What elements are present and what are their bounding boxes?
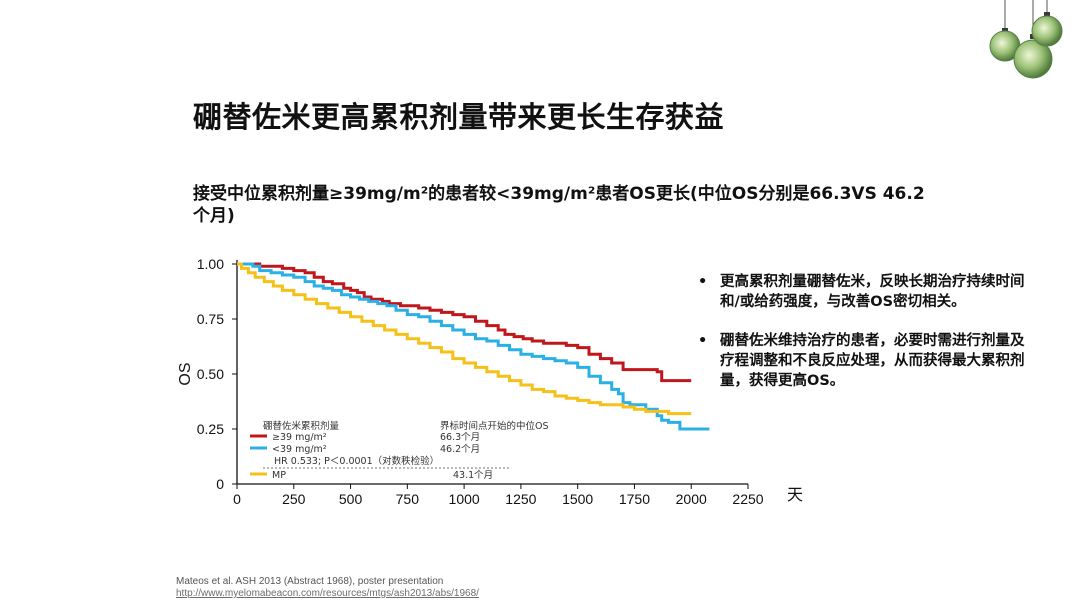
x-tick-label: 2000: [676, 491, 707, 507]
x-tick-label: 1750: [619, 491, 650, 507]
x-tick-label: 1000: [449, 491, 480, 507]
legend-label-3: MP: [272, 470, 286, 481]
y-axis-label: OS: [177, 362, 194, 385]
bullet-text-1: 更高累积剂量硼替佐米，反映长期治疗持续时间和/或给药强度，与改善OS密切相关。: [720, 274, 1025, 310]
bullet-text-2: 硼替佐米维持治疗的患者，必要时需进行剂量及疗程调整和不良反应处理，从而获得最大累…: [720, 333, 1025, 389]
series-line-1: [237, 262, 692, 383]
bullet-list: • 更高累积剂量硼替佐米，反映长期治疗持续时间和/或给药强度，与改善OS密切相关…: [698, 272, 1038, 410]
series-line-3: [237, 262, 692, 416]
legend-hr-text: HR 0.533; P＜0.0001（对数秩检验）: [274, 455, 439, 467]
bullet-dot: •: [698, 274, 708, 290]
series-line-2: [237, 262, 710, 431]
y-tick-label: 0.50: [197, 366, 224, 382]
legend-median-1: 66.3个月: [440, 432, 480, 443]
y-tick-label: 0: [216, 476, 224, 492]
legend-header-right: 界标时间点开始的中位OS: [440, 420, 549, 432]
legend-median-2: 46.2个月: [440, 444, 480, 455]
bullet-item: • 硼替佐米维持治疗的患者，必要时需进行剂量及疗程调整和不良反应处理，从而获得最…: [698, 331, 1038, 391]
legend-header-left: 硼替佐米累积剂量: [263, 420, 340, 432]
legend-label-2: <39 mg/m²: [272, 444, 327, 455]
x-tick-label: 1250: [505, 491, 536, 507]
bullet-item: • 更高累积剂量硼替佐米，反映长期治疗持续时间和/或给药强度，与改善OS密切相关…: [698, 272, 1038, 312]
x-tick-label: 0: [233, 491, 241, 507]
x-tick-label: 750: [396, 491, 420, 507]
x-axis-label: 天: [787, 485, 803, 504]
x-tick-label: 2250: [732, 491, 763, 507]
decorative-lamps: [989, 0, 1063, 79]
y-tick-label: 0.25: [197, 421, 224, 437]
subtitle-line-1: 接受中位累积剂量≥39mg/m²的患者较<39mg/m²患者OS更长(中位OS分…: [193, 184, 925, 204]
x-tick-label: 250: [282, 491, 306, 507]
slide-title: 硼替佐米更高累积剂量带来更长生存获益: [193, 100, 725, 134]
legend-median-3: 43.1个月: [453, 470, 493, 481]
y-tick-label: 1.00: [197, 256, 224, 272]
y-tick-label: 0.75: [197, 311, 224, 327]
legend-label-1: ≥39 mg/m²: [272, 432, 327, 443]
reference: Mateos et al. ASH 2013 (Abstract 1968), …: [176, 576, 479, 600]
slide-subtitle: 接受中位累积剂量≥39mg/m²的患者较<39mg/m²患者OS更长(中位OS分…: [193, 183, 953, 227]
x-tick-label: 500: [339, 491, 363, 507]
reference-citation: Mateos et al. ASH 2013 (Abstract 1968), …: [176, 576, 444, 587]
bullet-dot: •: [698, 333, 708, 349]
reference-link[interactable]: http://www.myelomabeacon.com/resources/m…: [176, 588, 479, 599]
subtitle-line-2: 个月): [193, 206, 235, 226]
x-tick-label: 1500: [562, 491, 593, 507]
